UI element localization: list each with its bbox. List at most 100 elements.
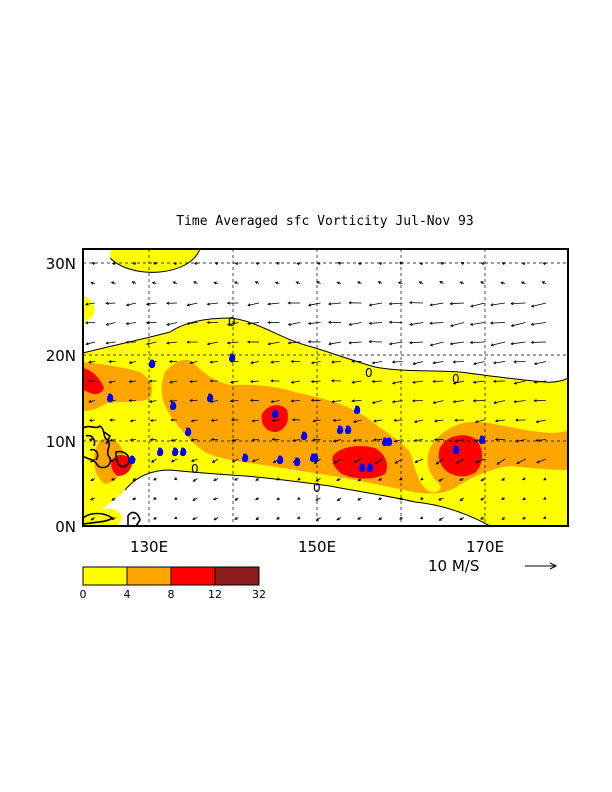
wind-vector-head: [373, 419, 377, 423]
wind-vector: [268, 341, 280, 345]
wind-vector: [430, 302, 444, 306]
wind-vector-head: [254, 281, 258, 285]
wind-vector-head: [480, 516, 484, 520]
wind-vector-head: [371, 379, 375, 384]
wind-vector: [514, 380, 526, 384]
wind-vector-head: [189, 380, 193, 384]
wind-vector-head: [292, 438, 296, 442]
wind-vector-head: [378, 497, 382, 501]
wind-vector-head: [276, 516, 280, 520]
wind-vector: [534, 380, 547, 383]
wind-vector: [331, 400, 342, 403]
wind-vector-head: [501, 262, 505, 266]
wind-vector-head: [272, 460, 277, 464]
wind-vector-head: [249, 398, 254, 402]
contour-label-zero-4: 0: [191, 462, 199, 476]
tropical-cyclone-icon: [479, 435, 486, 445]
wind-vector-head: [145, 302, 150, 306]
wind-vector-head: [315, 497, 319, 501]
wind-vector-head: [307, 303, 312, 307]
wind-vector: [207, 341, 219, 345]
wind-vector-head: [373, 438, 377, 442]
wind-vector-head: [388, 342, 393, 346]
lat-label-0n: 0N: [55, 518, 76, 536]
wind-vector: [227, 322, 239, 326]
wind-vector-head: [229, 399, 234, 403]
wind-vector: [212, 458, 219, 463]
wind-vector-head: [267, 302, 271, 306]
wind-vector-head: [131, 516, 136, 520]
wind-vector-head: [234, 262, 239, 266]
wind-vector-head: [413, 420, 418, 424]
wind-vector-head: [452, 360, 456, 364]
lat-label-30n: 30N: [46, 255, 76, 273]
contour-label-zero-5: 0: [313, 481, 321, 495]
wind-vector-head: [111, 477, 115, 481]
wind-vector-head: [542, 262, 546, 266]
wind-vector: [328, 341, 342, 345]
tropical-cyclone-icon: [386, 437, 393, 447]
wind-vector: [85, 302, 96, 305]
wind-vector-head: [493, 401, 497, 405]
wind-vector-head: [287, 301, 291, 305]
wind-vector-head: [480, 262, 485, 266]
wind-vector: [167, 322, 178, 326]
wind-vector-head: [310, 361, 315, 365]
wind-vector-head: [494, 438, 499, 442]
wind-vector-head: [332, 418, 336, 422]
wind-vector-head: [408, 301, 413, 305]
wind-vector-head: [310, 379, 315, 384]
wind-vector: [475, 419, 485, 423]
wind-vector-head: [521, 262, 526, 266]
wind-vector-head: [145, 321, 150, 325]
tropical-cyclone-icon: [157, 447, 164, 457]
wind-vector-head: [434, 419, 438, 423]
wind-vector: [126, 302, 137, 306]
wind-vector: [455, 458, 465, 464]
wind-vector-head: [287, 341, 291, 345]
wind-vector: [372, 400, 383, 404]
wind-vector: [232, 458, 239, 463]
wind-vector-head: [439, 262, 444, 266]
wind-vector-head: [541, 281, 545, 285]
wind-vector: [436, 458, 444, 465]
wind-vector: [434, 419, 444, 422]
wind-vector: [311, 361, 321, 364]
wind-vector-head: [270, 360, 274, 364]
wind-vector: [314, 458, 321, 464]
wind-vector-head: [173, 477, 178, 481]
wind-vector-head: [186, 340, 190, 344]
wind-vector-head: [316, 281, 320, 284]
wind-vector-head: [149, 418, 154, 422]
wind-vector: [475, 458, 485, 463]
wind-vector-head: [473, 362, 477, 366]
wind-vector-head: [391, 360, 395, 364]
wind-vector-head: [231, 418, 235, 422]
wind-vector-head: [90, 497, 94, 501]
wind-vector-head: [111, 262, 116, 266]
wind-vector: [395, 458, 403, 464]
wind-vector: [109, 380, 116, 383]
wind-vector-head: [315, 517, 319, 521]
wind-vector-head: [530, 304, 535, 308]
wind-vector: [534, 361, 547, 365]
wind-vector-head: [535, 420, 539, 424]
wind-vector-head: [190, 419, 194, 423]
wind-vector-head: [105, 301, 109, 305]
wind-vector-head: [170, 418, 174, 422]
wind-vector-head: [290, 380, 294, 384]
storm-symbols: [107, 353, 486, 473]
wind-vector-head: [132, 262, 136, 266]
wind-vector-head: [246, 340, 251, 344]
wind-vector-head: [226, 322, 231, 326]
wind-vector-head: [501, 517, 505, 520]
wind-vector-head: [331, 400, 335, 404]
wind-vector-head: [209, 360, 213, 364]
wind-vector: [129, 380, 137, 383]
wind-vector-head: [513, 400, 517, 404]
wind-vector-head: [474, 420, 479, 424]
tropical-cyclone-icon: [345, 425, 352, 435]
wind-vector: [392, 400, 403, 403]
contour-label-zero-1: 0: [228, 315, 236, 329]
wind-vector-head: [129, 438, 133, 442]
